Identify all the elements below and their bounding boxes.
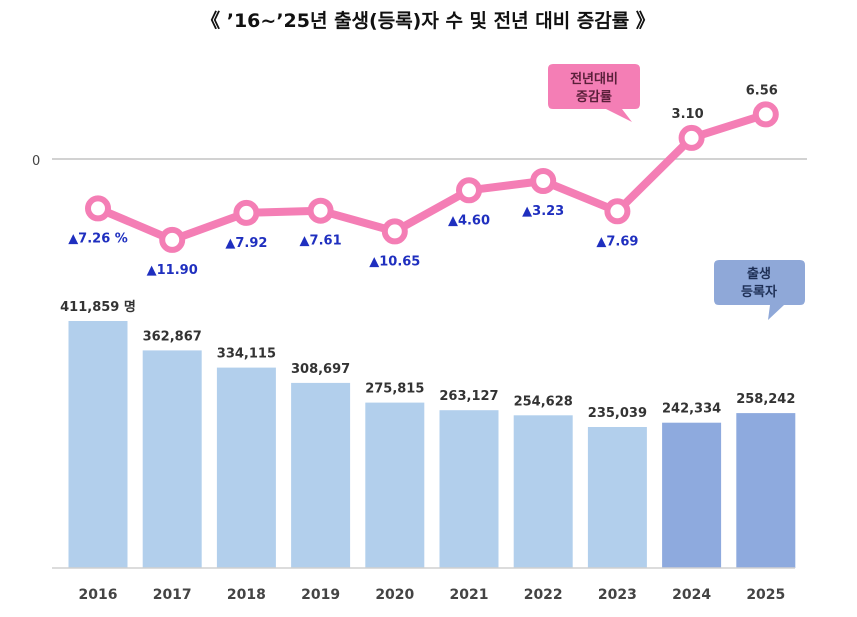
bar-label-2022: 254,628: [514, 394, 573, 409]
bar-2021: [439, 410, 499, 568]
bar-label-2023: 235,039: [588, 406, 647, 421]
rate-point-2017: [159, 226, 186, 253]
bar-label-2016: 411,859 명: [60, 299, 136, 315]
births-legend-line2: 등록자: [741, 285, 777, 300]
bar-label-2020: 275,815: [365, 382, 424, 397]
rate-legend-line2: 증감률: [576, 90, 612, 105]
rate-legend-bubble: 전년대비 증감률: [548, 64, 640, 122]
rate-label-2025: 6.56: [746, 83, 778, 98]
bar-2020: [365, 402, 425, 568]
rate-point-2020: [381, 218, 408, 245]
rate-point-2019: [307, 197, 334, 224]
bar-2018: [216, 367, 276, 568]
x-tick-2023: 2023: [598, 587, 637, 603]
bar-label-2024: 242,334: [662, 402, 721, 417]
rate-line-series: ▲7.26 % ▲11.90 ▲7.92 ▲7.61 ▲10.65 ▲4.60 ▲3.23 ▲…: [68, 83, 779, 278]
bar-label-2025: 258,242: [736, 392, 795, 407]
x-tick-2019: 2019: [301, 587, 340, 603]
zero-tick-label: 0: [32, 154, 40, 169]
bar-label-2018: 334,115: [217, 347, 276, 362]
bar-2023: [587, 427, 647, 568]
rate-label-2023: ▲7.69: [596, 234, 638, 249]
rate-label-2019: ▲7.61: [300, 234, 342, 249]
rate-point-2018: [233, 199, 260, 226]
bar-2022: [513, 415, 573, 568]
bar-2025: [736, 413, 796, 568]
bar-label-2021: 263,127: [439, 389, 498, 404]
rate-point-2021: [456, 177, 482, 204]
rate-legend-line1: 전년대비: [570, 71, 618, 87]
rate-line: [94, 110, 770, 244]
rate-label-2018: ▲7.92: [225, 236, 267, 251]
rate-label-2024: 3.10: [672, 107, 704, 122]
x-tick-2022: 2022: [524, 587, 563, 603]
bar-label-2019: 308,697: [291, 362, 350, 377]
rate-label-2020: ▲10.65: [369, 254, 420, 269]
x-tick-2016: 2016: [79, 587, 118, 603]
x-tick-2017: 2017: [153, 587, 192, 603]
bar-series: 411,859 명 362,867 334,115 308,697 275,815 263…: [60, 299, 795, 568]
x-tick-2021: 2021: [450, 587, 489, 603]
births-legend-bubble: 출생 등록자: [714, 260, 805, 320]
x-tick-2025: 2025: [746, 587, 785, 603]
rate-point-2022: [530, 168, 557, 194]
rate-point-2016: [85, 195, 111, 222]
bar-2024: [662, 422, 722, 568]
x-axis-ticks: 2016 2017 2018 2019 2020 2021 2022 2023 2024 2025: [79, 587, 786, 603]
rate-label-2016: ▲7.26 %: [68, 231, 128, 246]
bar-label-2017: 362,867: [143, 329, 202, 344]
x-tick-2018: 2018: [227, 587, 266, 603]
rate-point-2024: [678, 124, 705, 151]
x-tick-2024: 2024: [672, 587, 711, 603]
rate-label-2022: ▲3.23: [522, 204, 564, 219]
rate-point-2023: [604, 198, 631, 225]
x-tick-2020: 2020: [375, 587, 414, 603]
chart-title: 《 ’16~’25년 출생(등록)자 수 및 전년 대비 증감률 》: [201, 9, 655, 32]
bar-2017: [142, 350, 202, 568]
rate-label-2021: ▲4.60: [448, 213, 490, 228]
bar-2019: [291, 382, 351, 568]
rate-point-2025: [752, 101, 779, 128]
rate-label-2017: ▲11.90: [147, 263, 198, 278]
bar-2016: [68, 321, 128, 568]
births-legend-line1: 출생: [747, 266, 771, 282]
